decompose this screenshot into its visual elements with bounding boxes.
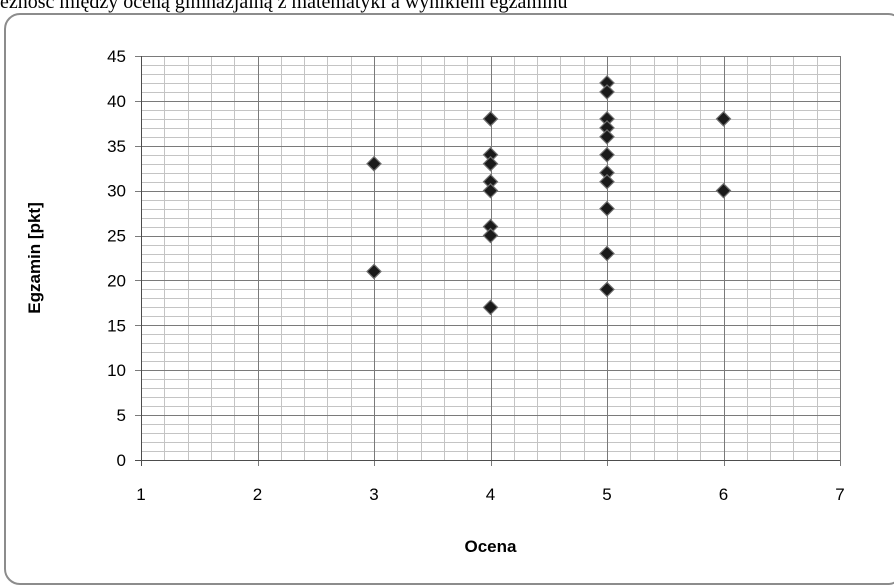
y-axis-title: Egzamin [pkt]: [25, 202, 44, 313]
data-point: [715, 182, 732, 199]
data-point: [482, 299, 499, 316]
y-tick-label: 5: [117, 406, 126, 425]
y-tick-label: 10: [107, 361, 126, 380]
data-point: [482, 110, 499, 127]
x-tick-label: 4: [486, 485, 495, 504]
y-tick-label: 20: [107, 271, 126, 290]
data-point: [599, 173, 615, 190]
x-tick-label: 3: [369, 485, 378, 504]
y-tick-label: 30: [107, 182, 126, 201]
x-tick-label: 6: [719, 485, 728, 504]
data-point: [366, 155, 382, 172]
data-point: [599, 245, 615, 262]
x-tick-label: 2: [253, 485, 262, 504]
data-point: [715, 110, 732, 127]
axes: [135, 56, 840, 466]
data-point: [482, 182, 499, 199]
page-title: eżność między oceną gimnazjalną z matema…: [0, 0, 568, 13]
y-tick-label: 25: [107, 227, 126, 246]
data-points: [366, 75, 732, 316]
data-point: [599, 281, 615, 298]
data-point: [599, 84, 615, 100]
data-point: [599, 146, 615, 163]
data-point: [482, 227, 499, 244]
y-tick-label: 35: [107, 137, 126, 156]
y-tick-label: 40: [107, 92, 126, 111]
x-tick-label: 7: [835, 485, 844, 504]
y-tick-label: 15: [107, 316, 126, 335]
data-point: [482, 155, 499, 172]
data-point: [366, 263, 382, 280]
x-tick-labels: 1 2 3 4 5 6 7: [136, 485, 844, 504]
data-point: [599, 128, 615, 145]
x-tick-label: 1: [136, 485, 145, 504]
x-tick-label: 5: [602, 485, 611, 504]
x-axis-title: Ocena: [465, 537, 518, 556]
y-tick-label: 0: [117, 451, 126, 470]
y-tick-labels: 0 5 10 15 20 25 30 35 40 45: [107, 47, 126, 470]
data-point: [599, 200, 615, 217]
y-tick-label: 45: [107, 47, 126, 66]
